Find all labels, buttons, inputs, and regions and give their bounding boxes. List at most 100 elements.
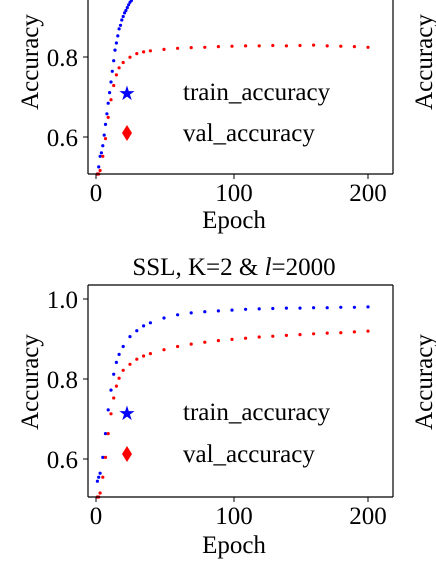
val-accuracy-point — [135, 357, 139, 361]
train-accuracy-point — [127, 3, 131, 7]
train-accuracy-point — [325, 306, 329, 310]
train-accuracy-point — [129, 0, 133, 3]
val-accuracy-point — [284, 333, 288, 337]
bottom-ytick-label: 0.6 — [47, 447, 78, 474]
train-accuracy-point — [120, 18, 124, 22]
bottom-legend-val-label: val_accuracy — [183, 441, 315, 468]
train-accuracy-point — [125, 6, 129, 10]
train-accuracy-point — [312, 306, 316, 310]
train-accuracy-point — [298, 306, 302, 310]
train-accuracy-point — [108, 91, 112, 95]
val-accuracy-point — [109, 98, 113, 102]
train-accuracy-point — [98, 154, 102, 158]
val-accuracy-point — [106, 115, 110, 119]
top-xtick-label: 100 — [215, 180, 253, 207]
train-accuracy-point — [114, 41, 118, 45]
train-accuracy-point — [103, 122, 108, 126]
val-accuracy-point — [121, 368, 125, 372]
train-accuracy-point — [117, 352, 121, 356]
train-accuracy-point — [112, 372, 116, 376]
val-accuracy-point — [114, 384, 118, 388]
val-accuracy-point — [366, 329, 370, 333]
train-accuracy-point — [216, 309, 220, 313]
train-accuracy-point — [162, 316, 166, 320]
train-accuracy-point — [123, 11, 127, 15]
val-accuracy-point — [109, 412, 113, 416]
train-accuracy-point — [101, 455, 105, 459]
top-x-axis-label: Epoch — [202, 207, 266, 234]
val-accuracy-point — [142, 50, 146, 54]
val-accuracy-point — [98, 168, 102, 173]
val-accuracy-point — [114, 73, 118, 77]
bottom-x-axis-label: Epoch — [202, 532, 266, 559]
train-accuracy-point — [97, 475, 101, 479]
val-accuracy-point — [298, 333, 302, 337]
train-accuracy-point — [103, 432, 108, 436]
val-accuracy-point — [189, 342, 193, 346]
val-accuracy-point — [230, 44, 234, 48]
val-accuracy-point — [112, 396, 116, 400]
train-accuracy-point — [118, 23, 123, 27]
top-y-axis-label: Accuracy — [17, 14, 44, 110]
val-accuracy-point — [117, 66, 121, 70]
train-accuracy-point — [121, 344, 125, 349]
val-accuracy-point — [162, 348, 166, 352]
val-accuracy-point — [142, 354, 146, 358]
train-accuracy-point — [99, 151, 103, 155]
val-accuracy-point — [148, 352, 152, 356]
val-accuracy-point — [257, 335, 261, 339]
val-accuracy-point — [128, 55, 132, 59]
val-accuracy-point — [203, 45, 207, 49]
val-accuracy-point — [162, 47, 166, 52]
val-accuracy-point — [257, 44, 261, 48]
top-legend-train-label: train_accuracy — [183, 79, 331, 106]
bottom-plot-points — [95, 305, 370, 499]
val-accuracy-point — [339, 44, 343, 48]
val-accuracy-point — [128, 362, 132, 366]
val-accuracy-point — [98, 491, 102, 495]
val-accuracy-point — [325, 44, 329, 48]
top-legend-val-label: val_accuracy — [183, 120, 315, 147]
train-accuracy-point — [112, 59, 116, 63]
train-accuracy-point — [114, 360, 118, 364]
top-ytick-label: 0.6 — [47, 125, 78, 152]
val-accuracy-point — [230, 337, 234, 341]
train-accuracy-point — [110, 69, 114, 73]
train-accuracy-point — [230, 308, 234, 312]
train-accuracy-point — [352, 305, 356, 309]
train-accuracy-point — [113, 48, 117, 52]
val-accuracy-point — [203, 340, 207, 344]
val-accuracy-point — [176, 46, 180, 50]
val-accuracy-point — [312, 43, 316, 47]
star-icon: ★ — [118, 403, 136, 425]
train-accuracy-point — [109, 388, 113, 392]
train-accuracy-point — [244, 307, 248, 311]
val-accuracy-point — [216, 339, 220, 343]
train-accuracy-point — [142, 324, 146, 328]
top-xtick-label: 200 — [349, 180, 387, 207]
train-accuracy-point — [117, 27, 121, 31]
val-accuracy-point — [271, 334, 275, 338]
bottom-xtick-label: 100 — [215, 503, 253, 530]
diamond-icon — [122, 446, 132, 462]
train-accuracy-point — [95, 479, 99, 483]
bottom-ytick-label: 0.8 — [47, 367, 78, 394]
train-accuracy-point — [124, 8, 128, 13]
val-accuracy-point — [339, 331, 343, 335]
top-ytick-label: 0.8 — [47, 45, 78, 72]
train-accuracy-point — [97, 165, 101, 169]
val-accuracy-point — [117, 376, 121, 380]
val-accuracy-point — [121, 60, 125, 65]
val-accuracy-point — [244, 336, 248, 340]
train-accuracy-point — [106, 101, 110, 105]
train-accuracy-point — [366, 305, 370, 309]
train-accuracy-point — [102, 133, 106, 137]
val-accuracy-point — [298, 43, 302, 48]
top-panel: 0.8 0.6 0 100 200 Epoch Accuracy ★ train… — [17, 0, 394, 234]
bottom-xtick-label: 200 — [349, 503, 387, 530]
bottom-panel: SSL, K=2 & l=2000 1.0 0.8 0.6 0 100 200 … — [17, 254, 394, 559]
bottom-y-axis-label: Accuracy — [17, 334, 44, 430]
train-accuracy-point — [176, 313, 180, 317]
val-accuracy-point — [189, 46, 193, 50]
train-accuracy-point — [116, 34, 120, 38]
